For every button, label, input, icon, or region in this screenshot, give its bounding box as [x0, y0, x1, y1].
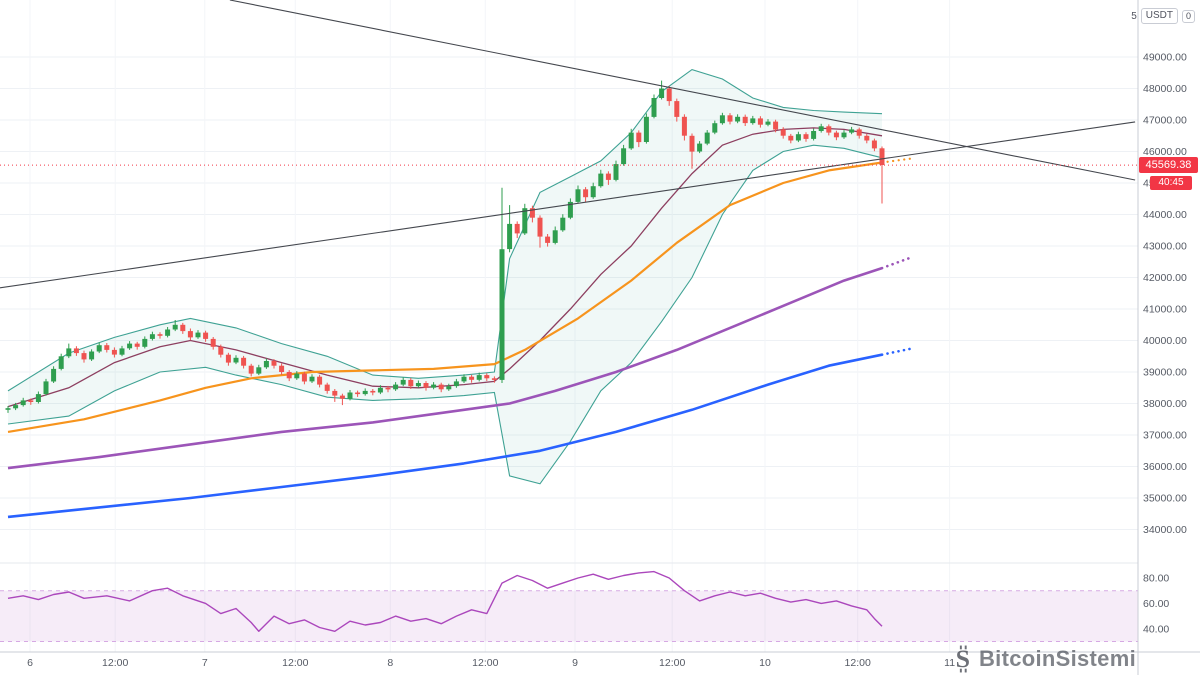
svg-text:10: 10: [759, 657, 771, 669]
svg-text:S: S: [956, 645, 971, 673]
svg-text:12:00: 12:00: [472, 657, 498, 669]
site-watermark: S BitcoinSistemi: [952, 645, 1136, 673]
rsi-panel: [0, 570, 1138, 642]
svg-text:6: 6: [27, 657, 33, 669]
svg-text:9: 9: [572, 657, 578, 669]
svg-text:11: 11: [944, 657, 955, 669]
candle-countdown-badge: 40:45: [1150, 176, 1192, 190]
svg-text:40.00: 40.00: [1143, 623, 1169, 635]
quote-currency-chip[interactable]: USDT: [1140, 8, 1178, 24]
svg-text:47000.00: 47000.00: [1143, 115, 1187, 127]
decimals-chip[interactable]: 0: [1181, 9, 1195, 23]
svg-text:41000.00: 41000.00: [1143, 304, 1187, 316]
svg-text:48000.00: 48000.00: [1143, 83, 1187, 95]
gridlines: [0, 0, 1138, 652]
ma-blue-line: [7, 347, 914, 519]
svg-text:80.00: 80.00: [1143, 573, 1169, 585]
svg-text:8: 8: [387, 657, 393, 669]
svg-text:38000.00: 38000.00: [1143, 398, 1187, 410]
svg-text:40000.00: 40000.00: [1143, 335, 1187, 347]
svg-text:35000.00: 35000.00: [1143, 493, 1187, 505]
time-axis-labels[interactable]: 6 12:00 7 12:00 8 12:00 9 12:00 10 12:00 11: [27, 657, 955, 669]
ma-purple-line: [7, 255, 914, 470]
svg-text:37000.00: 37000.00: [1143, 430, 1187, 442]
svg-text:60.00: 60.00: [1143, 598, 1169, 610]
svg-text:42000.00: 42000.00: [1143, 272, 1187, 284]
svg-text:12:00: 12:00: [282, 657, 308, 669]
svg-text:49000.00: 49000.00: [1143, 52, 1187, 64]
svg-text:12:00: 12:00: [102, 657, 128, 669]
svg-text:39000.00: 39000.00: [1143, 367, 1187, 379]
ma-orange-line: [7, 157, 914, 433]
svg-text:36000.00: 36000.00: [1143, 461, 1187, 473]
svg-text:7: 7: [202, 657, 208, 669]
price-axis-header: 5 USDT 0: [1131, 8, 1195, 24]
svg-text:12:00: 12:00: [659, 657, 685, 669]
svg-text:43000.00: 43000.00: [1143, 241, 1187, 253]
bitcoinsistemi-logo-icon: S: [956, 645, 971, 673]
descending-trendline[interactable]: [229, 0, 1136, 181]
rsi-line: [7, 570, 883, 632]
svg-text:34000.00: 34000.00: [1143, 524, 1187, 536]
price-axis-labels[interactable]: 49000.0048000.0047000.0046000.0045000.00…: [1143, 52, 1187, 636]
ascending-trendline[interactable]: [0, 121, 1136, 289]
watermark-text: BitcoinSistemi: [978, 646, 1136, 671]
svg-text:44000.00: 44000.00: [1143, 209, 1187, 221]
timeframe-label[interactable]: 5: [1131, 10, 1137, 22]
svg-text:46000.00: 46000.00: [1143, 146, 1187, 158]
last-price-badge: 45569.38: [1139, 157, 1198, 173]
candles: [5, 80, 885, 413]
svg-text:12:00: 12:00: [845, 657, 871, 669]
bollinger-bands: [7, 68, 883, 485]
